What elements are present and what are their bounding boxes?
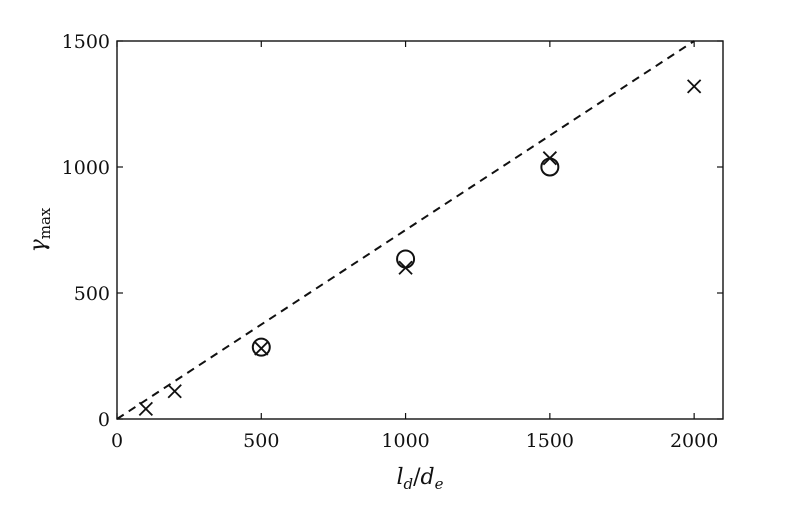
x-tick-label: 0 [111,430,123,452]
y-tick-label: 0 [98,409,110,431]
data-point-cross [687,79,702,94]
y-tick-label: 1000 [62,157,110,179]
x-axis-title-sub: d [404,475,414,493]
x-ticks: 0 500 1000 1500 2000 [111,41,718,452]
x-tick-label: 1500 [526,430,574,452]
x-axis-title-base2: d [421,465,435,490]
data-point-circle [540,157,560,177]
x-axis-title-sub2: e [435,475,444,493]
y-axis-title-base: γ [26,238,51,252]
x-tick-label: 2000 [670,430,718,452]
fit-line-dashed [116,40,695,420]
data-point-cross [138,401,153,417]
data-point-cross [167,384,182,399]
data-point-cross [254,341,269,356]
x-tick-label: 500 [243,430,279,452]
plot-frame [116,40,724,420]
x-tick-label: 1000 [381,430,429,452]
data-point-circle [396,249,416,269]
series-layer [116,40,702,420]
x-axis-title: ld/de [396,465,443,493]
x-axis-title-sep: / [413,465,421,490]
y-tick-label: 500 [74,283,110,305]
data-point-circle [251,337,271,357]
x-axis-title-base: l [396,465,403,490]
y-tick-label: 1500 [62,31,110,53]
y-axis-title: γmax [26,207,54,252]
y-axis-title-sub: max [36,207,54,239]
